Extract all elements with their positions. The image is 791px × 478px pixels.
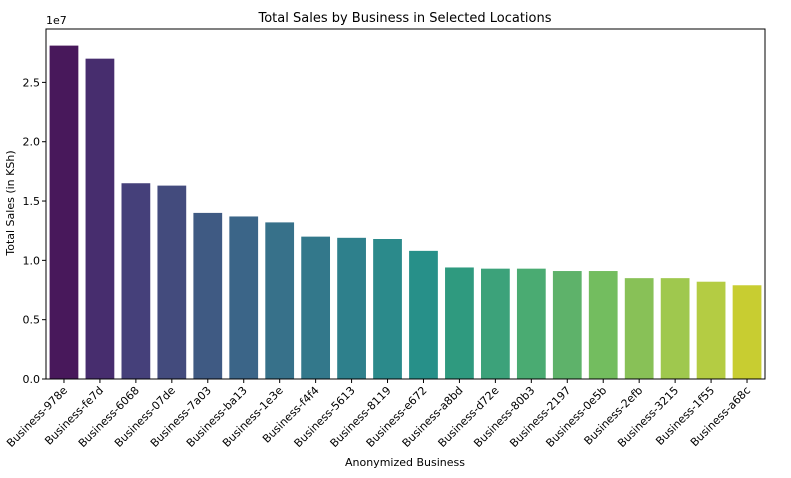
y-tick-label: 0.0	[23, 373, 41, 386]
y-tick-label: 1.5	[23, 195, 41, 208]
y-ticks-group: 0.0 0.5 1.0 1.5 2.0 2.5	[23, 76, 46, 386]
y-tick-label: 0.5	[23, 314, 41, 327]
y-tick-label: 1.0	[23, 254, 41, 267]
bar-business-0e5b	[588, 271, 618, 379]
bar-business-2197	[552, 271, 582, 379]
x-axis-title: Anonymized Business	[345, 456, 465, 469]
bar-business-2efb	[624, 278, 654, 379]
bar-business-6068	[121, 183, 151, 379]
chart-title: Total Sales by Business in Selected Loca…	[258, 11, 552, 26]
bar-business-a68c	[732, 285, 762, 379]
bar-business-978e	[49, 45, 79, 380]
bar-business-d72e	[481, 268, 510, 379]
x-tick-label: Business-978e	[4, 384, 70, 450]
bar-business-a8bd	[445, 267, 474, 379]
bar-business-ba13	[229, 216, 259, 379]
bar-business-8119	[373, 239, 402, 379]
bar-business-80b3	[516, 268, 546, 379]
bar-business-e672	[409, 250, 438, 379]
plot-frame	[45, 28, 766, 380]
x-ticks-group: Business-978eBusiness-fe7dBusiness-6068B…	[4, 379, 753, 450]
y-tick-label: 2.0	[23, 136, 41, 149]
y-offset-label: 1e7	[46, 14, 67, 27]
bar-business-1f55	[696, 281, 726, 379]
bar-business-7a03	[193, 212, 223, 379]
bar-business-07de	[157, 185, 187, 379]
bar-business-1e3e	[265, 222, 295, 379]
bars-group	[49, 45, 762, 380]
bar-business-f4f4	[301, 236, 331, 379]
y-tick-label: 2.5	[23, 76, 41, 89]
bar-business-5613	[337, 237, 366, 379]
bar-business-fe7d	[85, 58, 115, 379]
bar-business-3215	[660, 278, 690, 379]
y-axis-title: Total Sales (in KSh)	[4, 150, 17, 256]
